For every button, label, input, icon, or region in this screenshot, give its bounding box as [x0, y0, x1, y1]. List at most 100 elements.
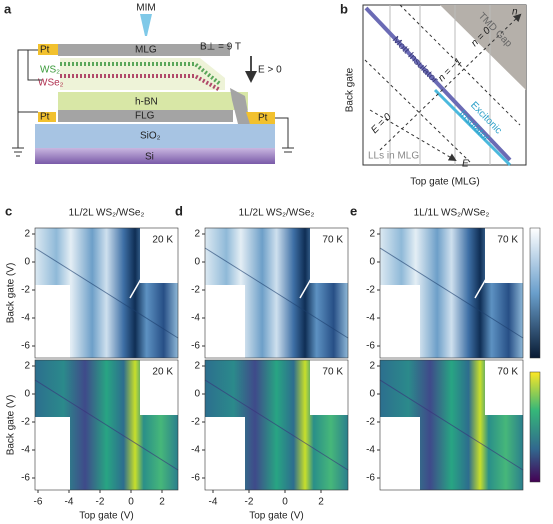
arrow-label: E: [462, 159, 469, 170]
map-frame: [379, 227, 524, 359]
sio2-layer: [35, 124, 275, 148]
blank-region: [140, 360, 178, 415]
y-tick-label: 2: [194, 229, 200, 240]
pt-contact: [38, 112, 56, 122]
panel-a: a MIM Pt MLG B⊥ = 9 T WS₂ WSe₂ E > 0 h-B…: [4, 1, 294, 164]
panel-label: b: [340, 1, 348, 16]
layer-label: Pt: [258, 113, 268, 124]
y-tick-label: 0: [369, 257, 375, 268]
heatmap-feature: [379, 379, 524, 471]
probe-label: MIM: [136, 3, 155, 14]
n1-line: [364, 59, 471, 163]
heatmap-feature: [34, 247, 179, 339]
y-tick-label: -2: [191, 285, 200, 296]
blank-region: [35, 417, 70, 490]
heatmap-feature: [204, 379, 349, 471]
panel-label: a: [4, 1, 12, 16]
blank-region: [140, 228, 178, 283]
panel-label: c: [5, 203, 12, 218]
field-label: B⊥ = 9 T: [200, 42, 241, 53]
blank-region: [380, 417, 420, 490]
map-frame: [204, 227, 349, 359]
x-tick-label: -2: [96, 497, 105, 508]
flg-bend: [230, 88, 250, 124]
map-panel: e 1L/1L WS₂/WSe₂ 70 K 2 0 -2 -4 -6 70 K 2 0 -2 -4 -6: [350, 203, 524, 491]
panel-label: d: [175, 203, 183, 218]
map-frame: [204, 359, 349, 491]
efield-label: E > 0: [258, 65, 282, 76]
flg-layer: [58, 110, 233, 122]
axis-label: Back gate (V): [6, 263, 17, 324]
y-tick-label: -4: [21, 445, 30, 456]
y-tick-label: -4: [366, 445, 375, 456]
map-panel: c 1L/2L WS₂/WSe₂ 20 K 2 0 -2 -4 -6 Back gate (V)…: [5, 203, 179, 522]
y-tick-label: 2: [369, 229, 375, 240]
temperature-label: 70 K: [497, 235, 518, 246]
ws2-atoms: [60, 62, 222, 86]
layer-label: FLG: [135, 111, 155, 122]
y-tick-label: -2: [191, 417, 200, 428]
temperature-label: 70 K: [322, 235, 343, 246]
y-tick-label: -6: [21, 473, 30, 484]
y-tick-label: 2: [24, 229, 30, 240]
layer-label: Pt: [40, 45, 50, 56]
n-arrow: [379, 13, 522, 151]
panel-title: 1L/2L WS₂/WSe₂: [239, 208, 315, 219]
probe-tip: [140, 14, 152, 36]
y-tick-label: -4: [191, 313, 200, 324]
excitonic-line: [433, 88, 512, 167]
mlg-layer: [58, 44, 230, 56]
colorbar: [529, 371, 541, 483]
blank-region: [310, 360, 348, 415]
y-tick-label: -2: [21, 285, 30, 296]
heatmap-feature: [379, 247, 524, 339]
y-tick-label: 0: [194, 389, 200, 400]
arrow: [474, 271, 491, 299]
arrow-label: n: [512, 7, 518, 18]
map-frame: [34, 359, 179, 491]
y-tick-label: -6: [21, 341, 30, 352]
axis-label: Top gate (V): [79, 511, 133, 522]
x-tick-label: 0: [282, 497, 288, 508]
colorbar: [529, 227, 541, 359]
y-tick-label: -6: [191, 341, 200, 352]
y-tick-label: 0: [24, 389, 30, 400]
y-tick-label: -6: [366, 473, 375, 484]
panel-label: e: [350, 203, 357, 218]
wiring: [17, 49, 289, 148]
panel-title: 1L/2L WS₂/WSe₂: [69, 208, 145, 219]
y-tick-label: 0: [24, 257, 30, 268]
map-frame: [34, 227, 179, 359]
blank-region: [310, 228, 348, 283]
y-tick-label: -6: [366, 341, 375, 352]
axis-label: Top gate (V): [249, 511, 303, 522]
blank-region: [485, 228, 523, 283]
y-tick-label: 0: [369, 389, 375, 400]
layer-label: SiO₂: [140, 131, 161, 142]
axis-label: Top gate (MLG): [410, 177, 479, 188]
y-tick-label: -4: [366, 313, 375, 324]
mott-line: [364, 6, 512, 162]
layer-label: h-BN: [135, 97, 158, 108]
x-tick-label: -2: [245, 497, 254, 508]
map-panel: d 1L/2L WS₂/WSe₂ 70 K 2 0 -2 -4 -6 70 K 2 0 -2 -4 -6 -…: [175, 203, 349, 522]
heatmap-feature: [34, 379, 179, 471]
y-tick-label: -4: [21, 313, 30, 324]
y-tick-label: 2: [194, 361, 200, 372]
y-tick-label: -2: [366, 285, 375, 296]
arrow: [299, 271, 316, 299]
n0-line: [399, 4, 521, 126]
x-tick-label: 2: [159, 497, 165, 508]
layer-label: WSe₂: [38, 78, 64, 89]
axis-label: Back gate (V): [6, 395, 17, 456]
temperature-label: 20 K: [152, 367, 173, 378]
map-frame: [379, 359, 524, 491]
y-tick-label: -2: [366, 417, 375, 428]
hbn-layer: [58, 92, 248, 110]
tmd-gap-region: [440, 5, 526, 90]
x-tick-label: 2: [318, 497, 324, 508]
layer-label: MLG: [135, 45, 157, 56]
x-tick-label: -6: [34, 497, 43, 508]
wse2-atoms: [60, 74, 221, 92]
